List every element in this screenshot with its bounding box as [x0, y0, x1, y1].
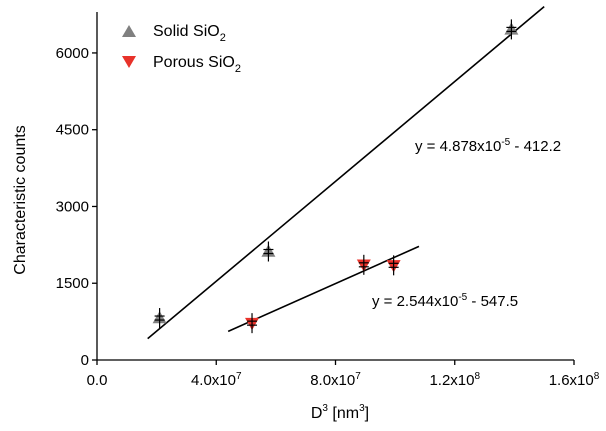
fit-equation-porous: y = 2.544x10-5 - 547.5	[372, 292, 518, 310]
data-markers	[152, 19, 519, 334]
y-tick-label: 3000	[56, 198, 89, 215]
x-axis-title: D3 [nm3]	[311, 403, 369, 422]
y-tick-label: 1500	[56, 275, 89, 292]
x-tick-label: 8.0x107	[310, 371, 361, 389]
legend-marker-porous	[122, 56, 136, 68]
x-tick-label: 1.2x108	[429, 371, 480, 389]
y-tick-label: 0	[81, 352, 89, 369]
legend-marker-solid	[122, 25, 136, 37]
fit-line-solid	[147, 6, 545, 340]
plot-area: 0.0 4.0x107 8.0x107 1.2x108 1.6x108 0 1500 300…	[56, 6, 600, 389]
legend: Solid SiO2 Porous SiO2	[122, 23, 241, 75]
legend-label-solid: Solid SiO2	[153, 23, 226, 44]
x-tick-label: 1.6x108	[549, 371, 600, 389]
y-axis-title: Characteristic counts	[12, 125, 29, 274]
fit-equation-solid: y = 4.878x10-5 - 412.2	[415, 137, 561, 155]
y-tick-label: 6000	[56, 45, 89, 62]
y-axis-ticks: 0 1500 3000 4500 6000	[56, 45, 97, 369]
x-tick-label: 4.0x107	[191, 371, 242, 389]
x-tick-label: 0.0	[87, 372, 108, 389]
x-axis-ticks: 0.0 4.0x107 8.0x107 1.2x108 1.6x108	[87, 360, 600, 389]
legend-label-porous: Porous SiO2	[153, 54, 241, 75]
y-tick-label: 4500	[56, 122, 89, 139]
